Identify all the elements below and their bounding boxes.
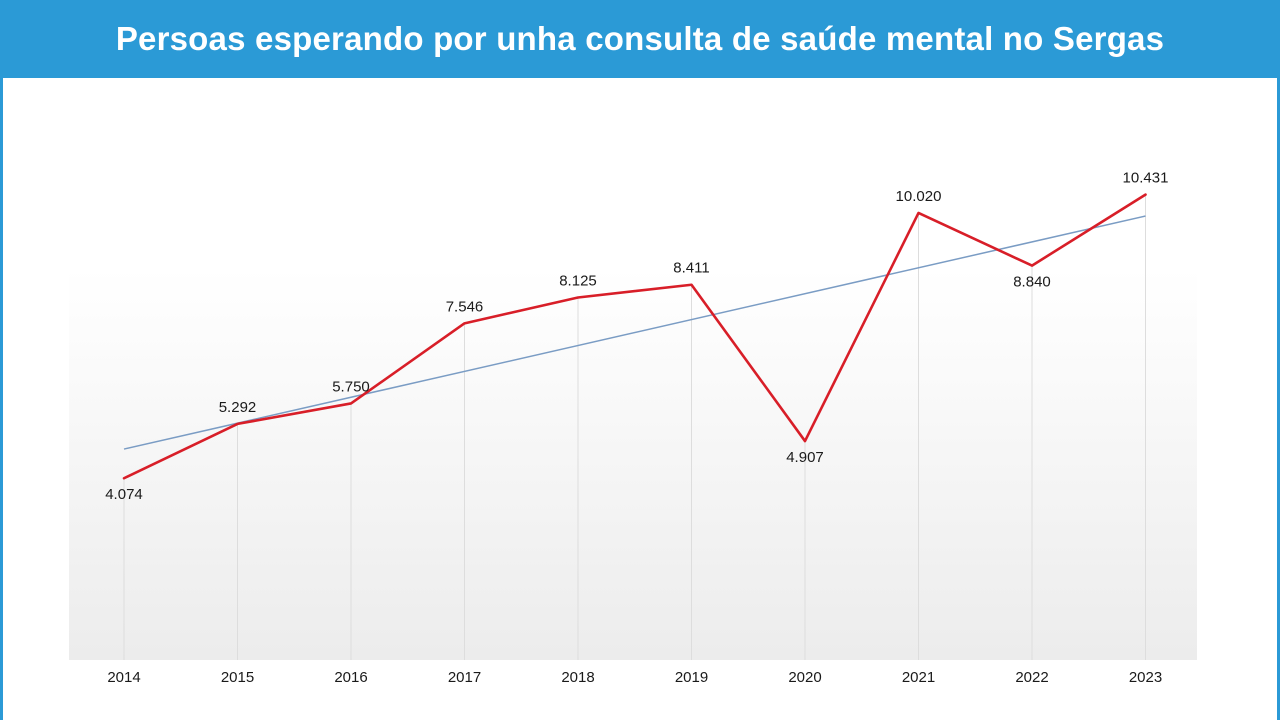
x-tick-label-2019: 2019 [675,669,708,686]
x-tick-label-2021: 2021 [902,669,935,686]
trend-line [123,215,1146,450]
chart-frame: 4.074 5.292 5.750 7.546 8.125 8.411 4.907 10.02… [0,78,1280,720]
x-tick-label-2015: 2015 [221,669,254,686]
chart-title-banner: Persoas esperando por unha consulta de s… [0,0,1280,78]
value-label-2014: 4.074 [105,486,143,503]
series-line [122,193,1147,480]
x-tick-label-2023: 2023 [1129,669,1162,686]
x-tick-label-2022: 2022 [1015,669,1048,686]
x-tick-label-2016: 2016 [334,669,367,686]
chart-title: Persoas esperando por unha consulta de s… [115,20,1165,57]
value-label-2016: 5.750 [332,378,370,395]
x-tick-label-2017: 2017 [448,669,481,686]
value-label-2017: 7.546 [446,298,484,315]
value-label-2019: 8.411 [673,260,709,277]
value-label-2020: 4.907 [786,449,824,466]
value-label-2022: 8.840 [1013,274,1051,291]
value-label-2015: 5.292 [219,399,257,416]
value-label-2018: 8.125 [559,273,597,290]
x-tick-label-2018: 2018 [561,669,594,686]
line-chart: 4.074 5.292 5.750 7.546 8.125 8.411 4.907 10.02… [69,170,1197,686]
x-tick-label-2020: 2020 [788,669,821,686]
value-label-2021: 10.020 [896,188,942,205]
x-tick-label-2014: 2014 [107,669,140,686]
value-label-2023: 10.431 [1123,170,1169,187]
plot-background [69,268,1197,660]
